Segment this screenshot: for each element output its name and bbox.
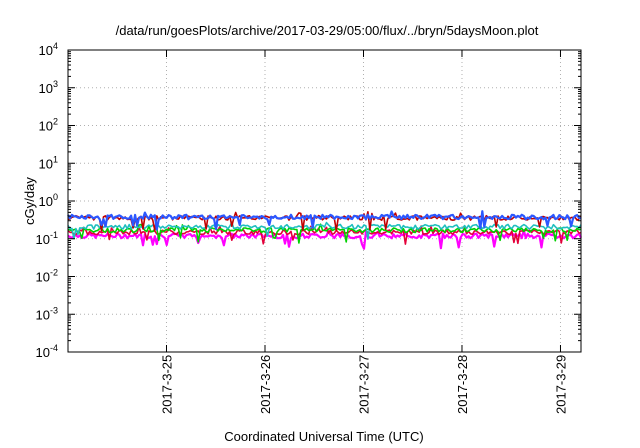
series-line	[67, 223, 582, 244]
y-axis-ticks: 10-4 10-3 10-2 10-1 100 101 102 103 104	[36, 41, 581, 360]
y-tick-label: 10-2	[36, 268, 58, 285]
series-line	[67, 210, 582, 231]
y-tick-label: 100	[39, 192, 58, 209]
chart-title: /data/run/goesPlots/archive/2017-03-29/0…	[116, 23, 539, 38]
y-tick-label: 10-4	[36, 343, 58, 360]
series-line	[67, 229, 582, 250]
y-tick-label: 10-1	[36, 230, 58, 247]
x-tick-label: 2017-3-25	[159, 355, 174, 414]
y-axis-label: cGy/day	[22, 177, 37, 225]
x-axis-label: Coordinated Universal Time (UTC)	[224, 429, 423, 444]
x-axis-ticks: 2017-3-25 2017-3-26 2017-3-27 2017-3-28 2017…	[159, 50, 568, 414]
y-tick-label: 104	[39, 41, 58, 58]
x-tick-label: 2017-3-29	[553, 355, 568, 414]
series-lines	[67, 210, 582, 250]
y-tick-label: 10-3	[36, 305, 58, 322]
y-tick-label: 103	[39, 79, 58, 96]
x-tick-label: 2017-3-28	[455, 355, 470, 414]
grid-lines	[68, 50, 581, 352]
x-tick-label: 2017-3-27	[356, 355, 371, 414]
y-tick-label: 102	[39, 117, 58, 134]
y-tick-label: 101	[39, 154, 58, 171]
x-tick-label: 2017-3-26	[258, 355, 273, 414]
